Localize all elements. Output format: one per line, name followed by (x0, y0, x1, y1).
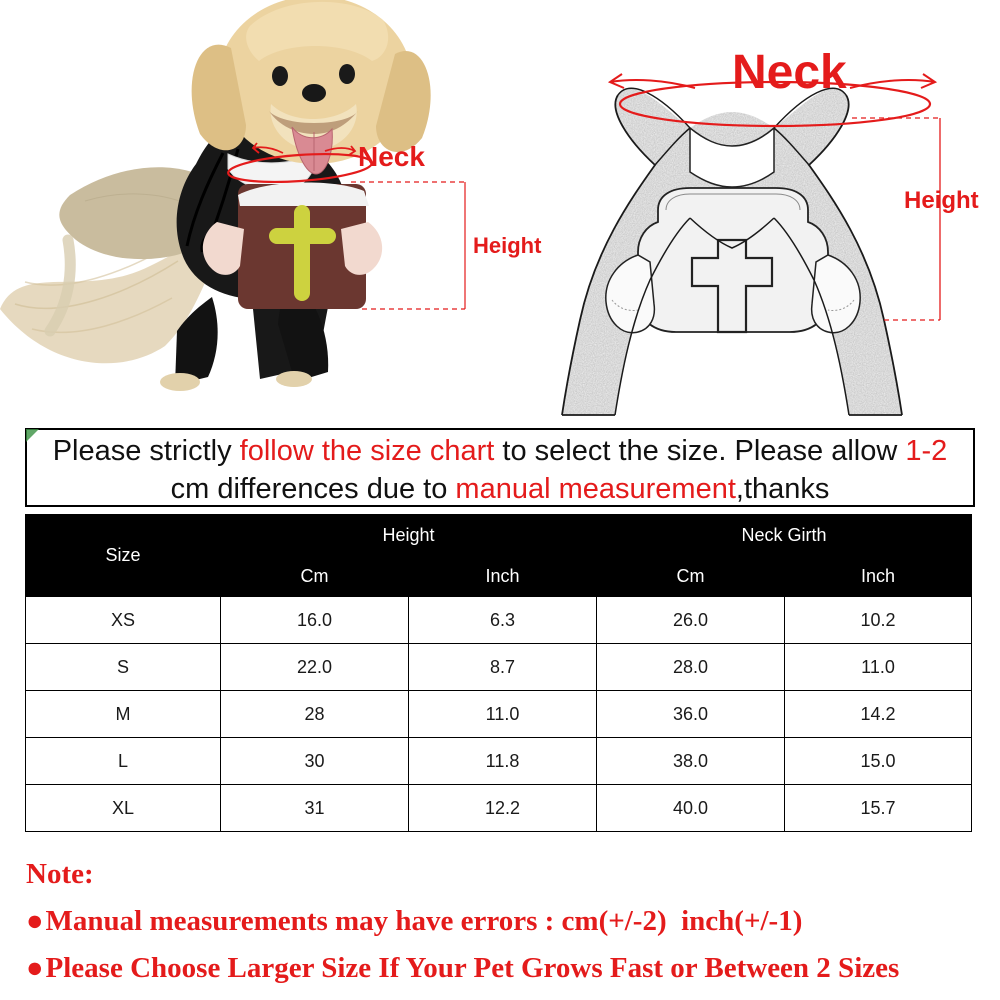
svg-text:Neck: Neck (732, 46, 847, 99)
svg-text:Neck: Neck (358, 141, 425, 172)
svg-text:Height: Height (904, 187, 979, 214)
